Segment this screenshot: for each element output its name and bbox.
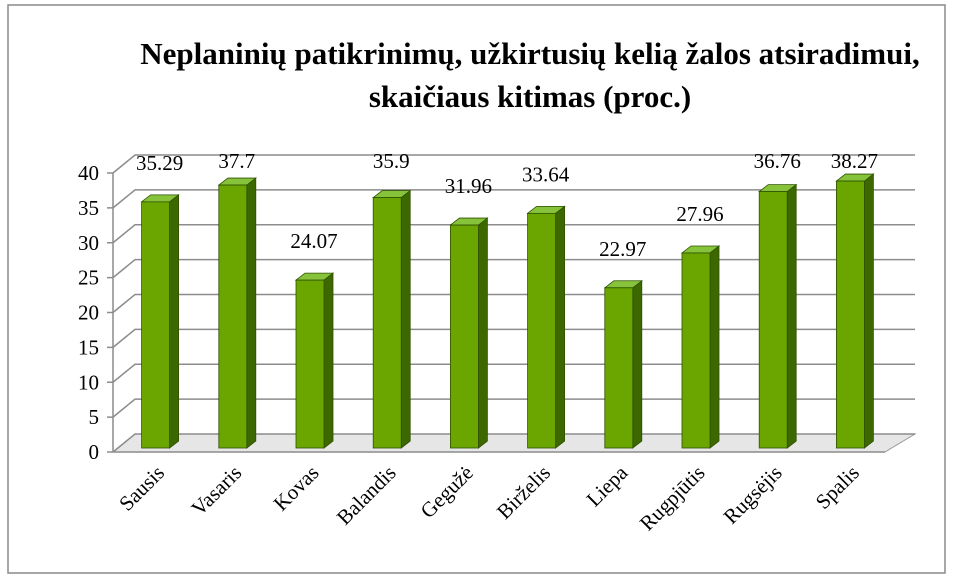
value-label: 31.96 (445, 174, 492, 198)
y-tick-label: 5 (89, 405, 100, 429)
grid-line (112, 398, 915, 418)
y-tick-label: 40 (78, 161, 99, 185)
bar-side (246, 177, 257, 449)
y-tick-label: 15 (78, 335, 99, 359)
bar (835, 173, 875, 449)
grid-line (112, 154, 915, 174)
bar-side (864, 173, 874, 449)
bar-side (555, 205, 565, 449)
bar-front (372, 197, 402, 449)
bar-side (169, 194, 180, 449)
bar (140, 194, 180, 449)
bar-front (449, 224, 479, 449)
grid-line (112, 328, 915, 348)
value-label: 33.64 (522, 162, 570, 186)
y-tick-label: 10 (78, 370, 99, 394)
bar-side (786, 183, 797, 449)
grid-line (112, 258, 915, 279)
y-tick-label: 30 (78, 231, 99, 255)
bar (372, 189, 412, 449)
value-label: 27.96 (676, 202, 723, 226)
value-label: 35.29 (136, 151, 183, 175)
grid-line (112, 433, 915, 453)
bar (680, 245, 721, 449)
bar-front (836, 180, 865, 449)
bar-front (295, 279, 325, 449)
bar (294, 272, 335, 449)
grid-line (112, 293, 915, 314)
value-label: 38.27 (831, 149, 878, 173)
bar-front (141, 201, 171, 449)
bar-side (632, 279, 643, 449)
value-label: 35.9 (373, 149, 410, 173)
grid-line (112, 224, 915, 244)
bar-side (477, 217, 488, 449)
bar-front (758, 191, 788, 449)
bar (449, 217, 489, 449)
bar-front (218, 184, 248, 449)
bar-front (604, 287, 634, 449)
value-label: 36.76 (754, 149, 801, 173)
bar-front (681, 252, 711, 449)
value-label: 24.07 (290, 229, 337, 253)
bar (603, 279, 643, 449)
y-tick-label: 20 (78, 301, 99, 325)
bar-side (709, 245, 720, 449)
bar (526, 205, 566, 449)
bar (217, 177, 257, 449)
bar-side (400, 189, 411, 449)
bar-front (527, 212, 556, 449)
y-tick-label: 25 (78, 266, 99, 290)
value-label: 37.7 (218, 149, 255, 173)
value-label: 22.97 (599, 237, 646, 261)
grid-line (112, 363, 915, 383)
bar (758, 183, 798, 449)
grid-line (112, 189, 915, 209)
y-tick-label: 0 (89, 440, 100, 464)
chart-title: Neplaninių patikrinimų, užkirtusių kelią… (140, 36, 920, 114)
bar-side (323, 272, 334, 449)
y-tick-label: 35 (78, 196, 99, 220)
